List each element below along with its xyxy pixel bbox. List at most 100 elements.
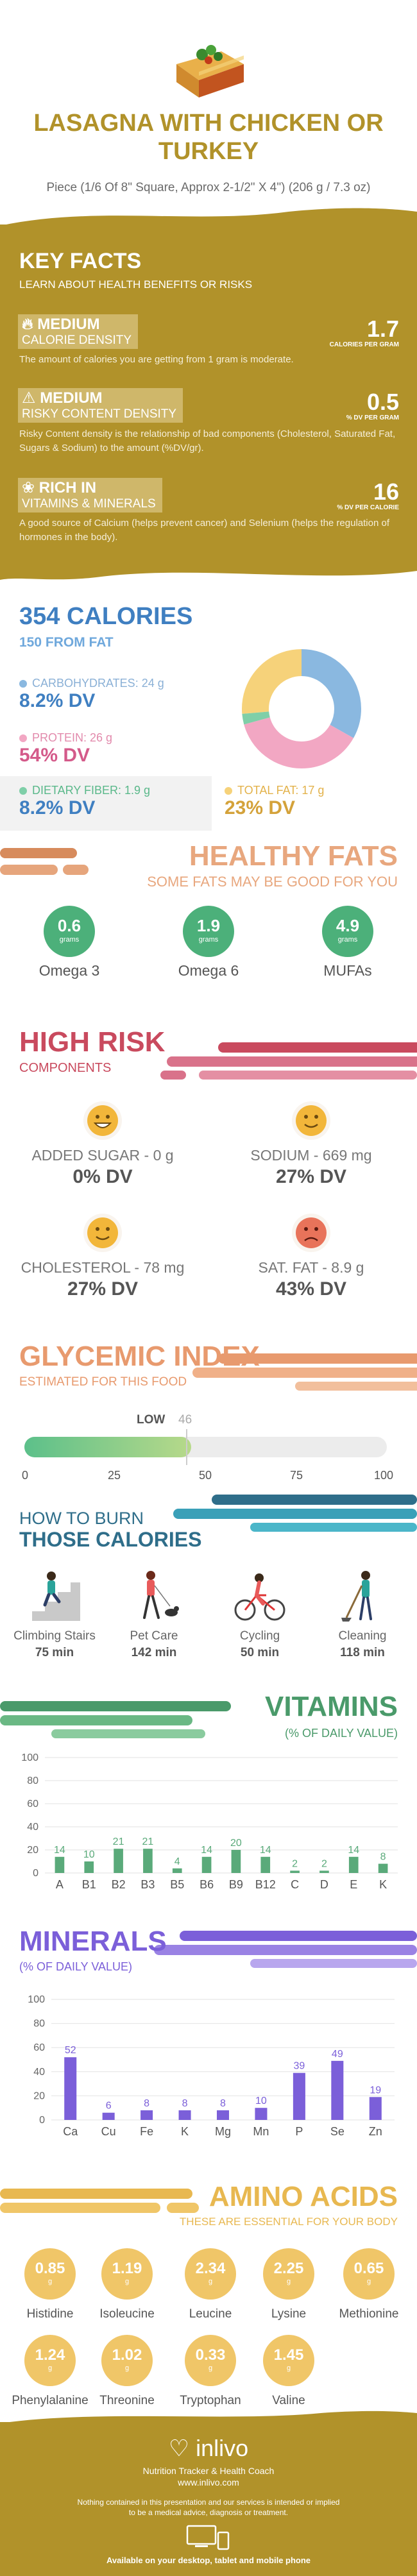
omega6-bubble: 1.9 grams [183, 906, 234, 957]
gi-title: GLYCEMIC INDEX [19, 1341, 260, 1372]
serving-size: Piece (1/6 Of 8" Square, Approx 2-1/2" X… [46, 181, 371, 194]
amino-label-valine: Valine [272, 2394, 305, 2407]
omega3-bubble: 0.6 grams [44, 906, 95, 957]
stairs-min: 75 min [35, 1646, 74, 1659]
fiber-dot-icon [19, 787, 27, 795]
minerals-bar-chart: 0 20 40 60 80 100 52 Ca 6 Cu 8 Fe 8 K 8 Mg 10 Mn 39 P 49 Se 19… [28, 1994, 395, 2138]
amino-label-tryptophan: Tryptophan [180, 2394, 241, 2407]
bar-B5 [172, 1868, 182, 1873]
added-sugar-label: ADDED SUGAR - 0 g [31, 1147, 174, 1164]
bar-B12 [260, 1856, 271, 1873]
footer-available: Available on your desktop, tablet and mo… [106, 2555, 311, 2565]
y-tick-label: 60 [33, 2042, 45, 2053]
x-tick-label-B9: B9 [229, 1878, 243, 1891]
gi-tick: 100 [374, 1469, 394, 1482]
devices-icon [186, 2525, 230, 2550]
amino-title: AMINO ACIDS [208, 2181, 398, 2212]
vitamins-bar-chart: 0 20 40 60 80 100 14 A 10 B1 21 B2 21 B3 4 B5 14 B6 20 B9 14… [21, 1752, 398, 1891]
footer-disclaimer-2: to be a medical advice, diagnosis or tre… [128, 2508, 289, 2517]
amino-value: 1.19 [112, 2260, 142, 2277]
added-sugar-dv: 0% DV [72, 1166, 133, 1187]
omega3-label: Omega 3 [38, 962, 100, 979]
wave-divider [0, 564, 417, 580]
data-label-K: 8 [380, 1852, 386, 1863]
bar-P [293, 2072, 305, 2120]
y-tick-label: 20 [33, 2090, 45, 2101]
cycling-label: Cycling [239, 1629, 280, 1643]
data-label-C: 2 [292, 1858, 298, 1869]
vitamins-decor [0, 1701, 231, 1738]
vitamins-minerals-label: VITAMINS & MINERALS [22, 497, 156, 511]
smile-face-icon [83, 1214, 122, 1252]
risky-content-value: 0.5 % DV PER GRAM [346, 389, 399, 422]
amino-bubble-phenylalanine: 1.24 g [24, 2335, 76, 2386]
amino-unit: g [47, 2278, 53, 2285]
calories-section: 354 CALORIES 150 FROM FAT CARBOHYDRATES:… [0, 564, 417, 834]
burn-calories-section: HOW TO BURN THOSE CALORIES Climbing Stai… [0, 1495, 417, 1700]
x-tick-label-C: C [291, 1878, 299, 1891]
bar-Ca [64, 2057, 77, 2120]
minerals-title: MINERALS [19, 1926, 167, 1957]
bar-Mn [255, 2108, 268, 2120]
amino-label-threonine: Threonine [99, 2394, 155, 2407]
data-label-P: 39 [293, 2061, 305, 2072]
data-label-Cu: 6 [106, 2101, 112, 2112]
y-tick-label: 0 [39, 2115, 45, 2126]
x-tick-label-Se: Se [330, 2125, 345, 2138]
pet-care-min: 142 min [131, 1646, 177, 1659]
amino-unit: g [286, 2364, 291, 2372]
bar-Mg [216, 2110, 230, 2120]
donut-slice-protein [242, 649, 361, 768]
footer-disclaimer-1: Nothing contained in this presentation a… [77, 2498, 340, 2507]
data-label-B9: 20 [230, 1838, 242, 1849]
minerals-subtitle: (% OF DAILY VALUE) [19, 1960, 133, 1973]
happy-face-icon [83, 1101, 122, 1140]
flame-icon: 🔥︎ [22, 316, 33, 333]
x-tick-label-B6: B6 [200, 1878, 214, 1891]
y-tick-label: 40 [33, 2067, 45, 2078]
sat-fat-label: SAT. FAT - 8.9 g [258, 1259, 364, 1276]
risky-content-tag: ⚠ MEDIUM RISKY CONTENT DENSITY [18, 388, 183, 423]
data-label-B6: 14 [201, 1845, 212, 1856]
data-label-D: 2 [321, 1858, 327, 1869]
stairs-label: Climbing Stairs [13, 1629, 96, 1643]
fiber-background [0, 776, 212, 831]
macro-protein: PROTEIN: 26 g 54% DV [19, 731, 113, 766]
sodium-label: SODIUM - 669 mg [250, 1147, 372, 1164]
data-label-B2: 21 [113, 1836, 124, 1847]
footer-site[interactable]: www.inlivo.com [178, 2477, 239, 2487]
bar-A [55, 1856, 65, 1873]
y-tick-label: 0 [33, 1868, 38, 1879]
calorie-density-label: CALORIE DENSITY [22, 334, 132, 347]
gi-fill-bar [24, 1437, 191, 1457]
x-tick-label-Ca: Ca [63, 2125, 78, 2138]
cycling-icon [234, 1573, 285, 1621]
leaf-icon: ❀ [22, 479, 35, 496]
bar-K [378, 1863, 388, 1873]
omega6-label: Omega 6 [178, 962, 239, 979]
vitamins-minerals-tag: ❀ RICH IN VITAMINS & MINERALS [18, 478, 162, 513]
x-tick-label-Zn: Zn [369, 2125, 382, 2138]
burn-decor [173, 1495, 417, 1532]
vitamins-title: VITAMINS [265, 1691, 398, 1722]
x-tick-label-B1: B1 [82, 1878, 96, 1891]
amino-unit: g [124, 2278, 130, 2285]
bar-Fe [140, 2110, 153, 2120]
risk-title: HIGH RISK [19, 1026, 166, 1058]
cleaning-min: 118 min [340, 1646, 385, 1659]
key-facts-section: KEY FACTS LEARN ABOUT HEALTH BENEFITS OR… [0, 225, 417, 564]
amino-unit: g [47, 2364, 53, 2372]
footer-tagline: Nutrition Tracker & Health Coach [142, 2466, 275, 2476]
key-facts-title: KEY FACTS [19, 249, 142, 273]
cleaning-icon [341, 1571, 372, 1622]
gi-tick: 0 [22, 1469, 29, 1482]
x-tick-label-Cu: Cu [101, 2125, 116, 2138]
amino-unit: g [208, 2278, 213, 2285]
y-tick-label: 40 [27, 1822, 38, 1833]
data-label-B3: 21 [142, 1836, 154, 1847]
gi-axis: 0 25 50 75 100 [22, 1469, 393, 1484]
gi-divider [186, 1429, 187, 1465]
data-label-A: 14 [54, 1845, 65, 1856]
wave-divider [0, 2411, 417, 2423]
bar-E [348, 1856, 359, 1873]
